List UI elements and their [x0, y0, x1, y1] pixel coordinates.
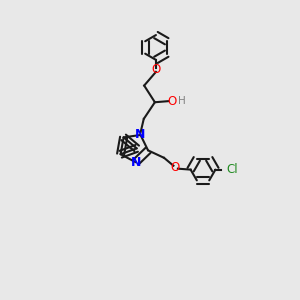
- Text: O: O: [167, 95, 177, 108]
- Text: N: N: [135, 128, 146, 142]
- Text: O: O: [171, 161, 180, 174]
- Text: H: H: [178, 96, 186, 106]
- Text: Cl: Cl: [226, 163, 238, 176]
- Text: N: N: [130, 156, 141, 169]
- Text: O: O: [151, 63, 160, 76]
